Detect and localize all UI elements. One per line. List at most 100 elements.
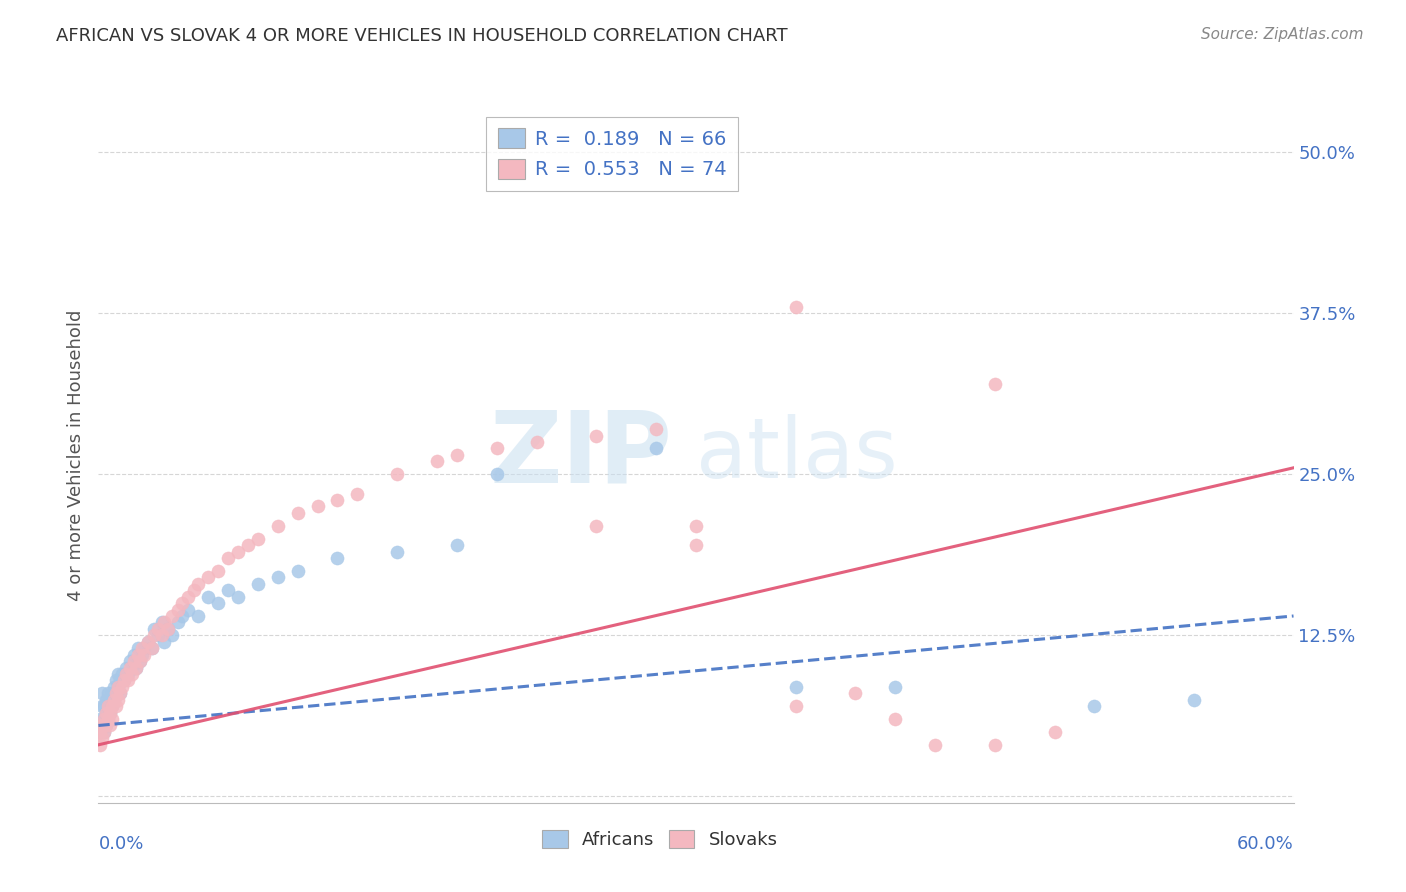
- Point: [526, 435, 548, 450]
- Point: [1043, 725, 1066, 739]
- Point: [93, 725, 115, 739]
- Point: [105, 699, 128, 714]
- Point: [287, 506, 309, 520]
- Point: [111, 680, 134, 694]
- Point: [157, 622, 180, 636]
- Point: [117, 673, 139, 688]
- Point: [685, 538, 707, 552]
- Point: [115, 667, 138, 681]
- Text: Source: ZipAtlas.com: Source: ZipAtlas.com: [1201, 27, 1364, 42]
- Point: [131, 648, 153, 662]
- Point: [785, 699, 807, 714]
- Point: [98, 718, 122, 732]
- Text: 0.0%: 0.0%: [98, 835, 143, 853]
- Point: [121, 667, 143, 681]
- Point: [103, 692, 125, 706]
- Point: [91, 731, 114, 746]
- Point: [120, 654, 142, 668]
- Point: [326, 551, 349, 566]
- Point: [120, 660, 142, 674]
- Point: [1083, 699, 1105, 714]
- Point: [585, 428, 607, 442]
- Point: [924, 738, 946, 752]
- Point: [246, 576, 269, 591]
- Point: [89, 725, 111, 739]
- Point: [103, 692, 125, 706]
- Point: [127, 641, 149, 656]
- Point: [385, 544, 409, 558]
- Point: [134, 648, 156, 662]
- Point: [91, 686, 114, 700]
- Point: [346, 486, 368, 500]
- Point: [197, 570, 219, 584]
- Point: [107, 680, 129, 694]
- Point: [153, 634, 176, 648]
- Point: [97, 699, 120, 714]
- Point: [91, 718, 114, 732]
- Point: [884, 712, 907, 726]
- Point: [136, 634, 159, 648]
- Point: [107, 680, 129, 694]
- Point: [197, 590, 219, 604]
- Point: [134, 641, 156, 656]
- Point: [217, 551, 239, 566]
- Point: [141, 641, 163, 656]
- Text: 60.0%: 60.0%: [1237, 835, 1294, 853]
- Point: [426, 454, 449, 468]
- Point: [236, 538, 259, 552]
- Point: [167, 602, 190, 616]
- Point: [984, 738, 1007, 752]
- Point: [110, 673, 132, 688]
- Point: [785, 680, 807, 694]
- Point: [177, 590, 200, 604]
- Point: [105, 686, 128, 700]
- Point: [246, 532, 269, 546]
- Point: [115, 660, 138, 674]
- Text: AFRICAN VS SLOVAK 4 OR MORE VEHICLES IN HOUSEHOLD CORRELATION CHART: AFRICAN VS SLOVAK 4 OR MORE VEHICLES IN …: [56, 27, 787, 45]
- Point: [131, 641, 153, 656]
- Point: [125, 660, 148, 674]
- Point: [89, 712, 111, 726]
- Point: [685, 518, 707, 533]
- Point: [91, 699, 114, 714]
- Point: [136, 634, 159, 648]
- Point: [585, 518, 607, 533]
- Point: [101, 686, 124, 700]
- Point: [97, 699, 120, 714]
- Point: [96, 706, 118, 720]
- Point: [127, 648, 149, 662]
- Point: [485, 442, 508, 456]
- Point: [385, 467, 409, 482]
- Point: [89, 725, 111, 739]
- Point: [143, 622, 166, 636]
- Point: [121, 660, 143, 674]
- Point: [160, 609, 183, 624]
- Point: [112, 673, 135, 688]
- Point: [124, 648, 146, 662]
- Point: [125, 660, 148, 674]
- Point: [157, 622, 180, 636]
- Point: [645, 442, 668, 456]
- Point: [183, 583, 205, 598]
- Point: [98, 692, 122, 706]
- Point: [267, 518, 290, 533]
- Text: atlas: atlas: [696, 415, 897, 495]
- Point: [177, 602, 200, 616]
- Point: [103, 680, 125, 694]
- Point: [884, 680, 907, 694]
- Point: [101, 699, 124, 714]
- Point: [97, 712, 120, 726]
- Point: [96, 692, 118, 706]
- Point: [326, 493, 349, 508]
- Point: [984, 377, 1007, 392]
- Point: [129, 654, 152, 668]
- Point: [89, 738, 111, 752]
- Point: [97, 712, 120, 726]
- Point: [96, 718, 118, 732]
- Point: [153, 615, 176, 630]
- Point: [287, 564, 309, 578]
- Point: [93, 712, 115, 726]
- Point: [307, 500, 329, 514]
- Point: [785, 300, 807, 314]
- Point: [96, 706, 118, 720]
